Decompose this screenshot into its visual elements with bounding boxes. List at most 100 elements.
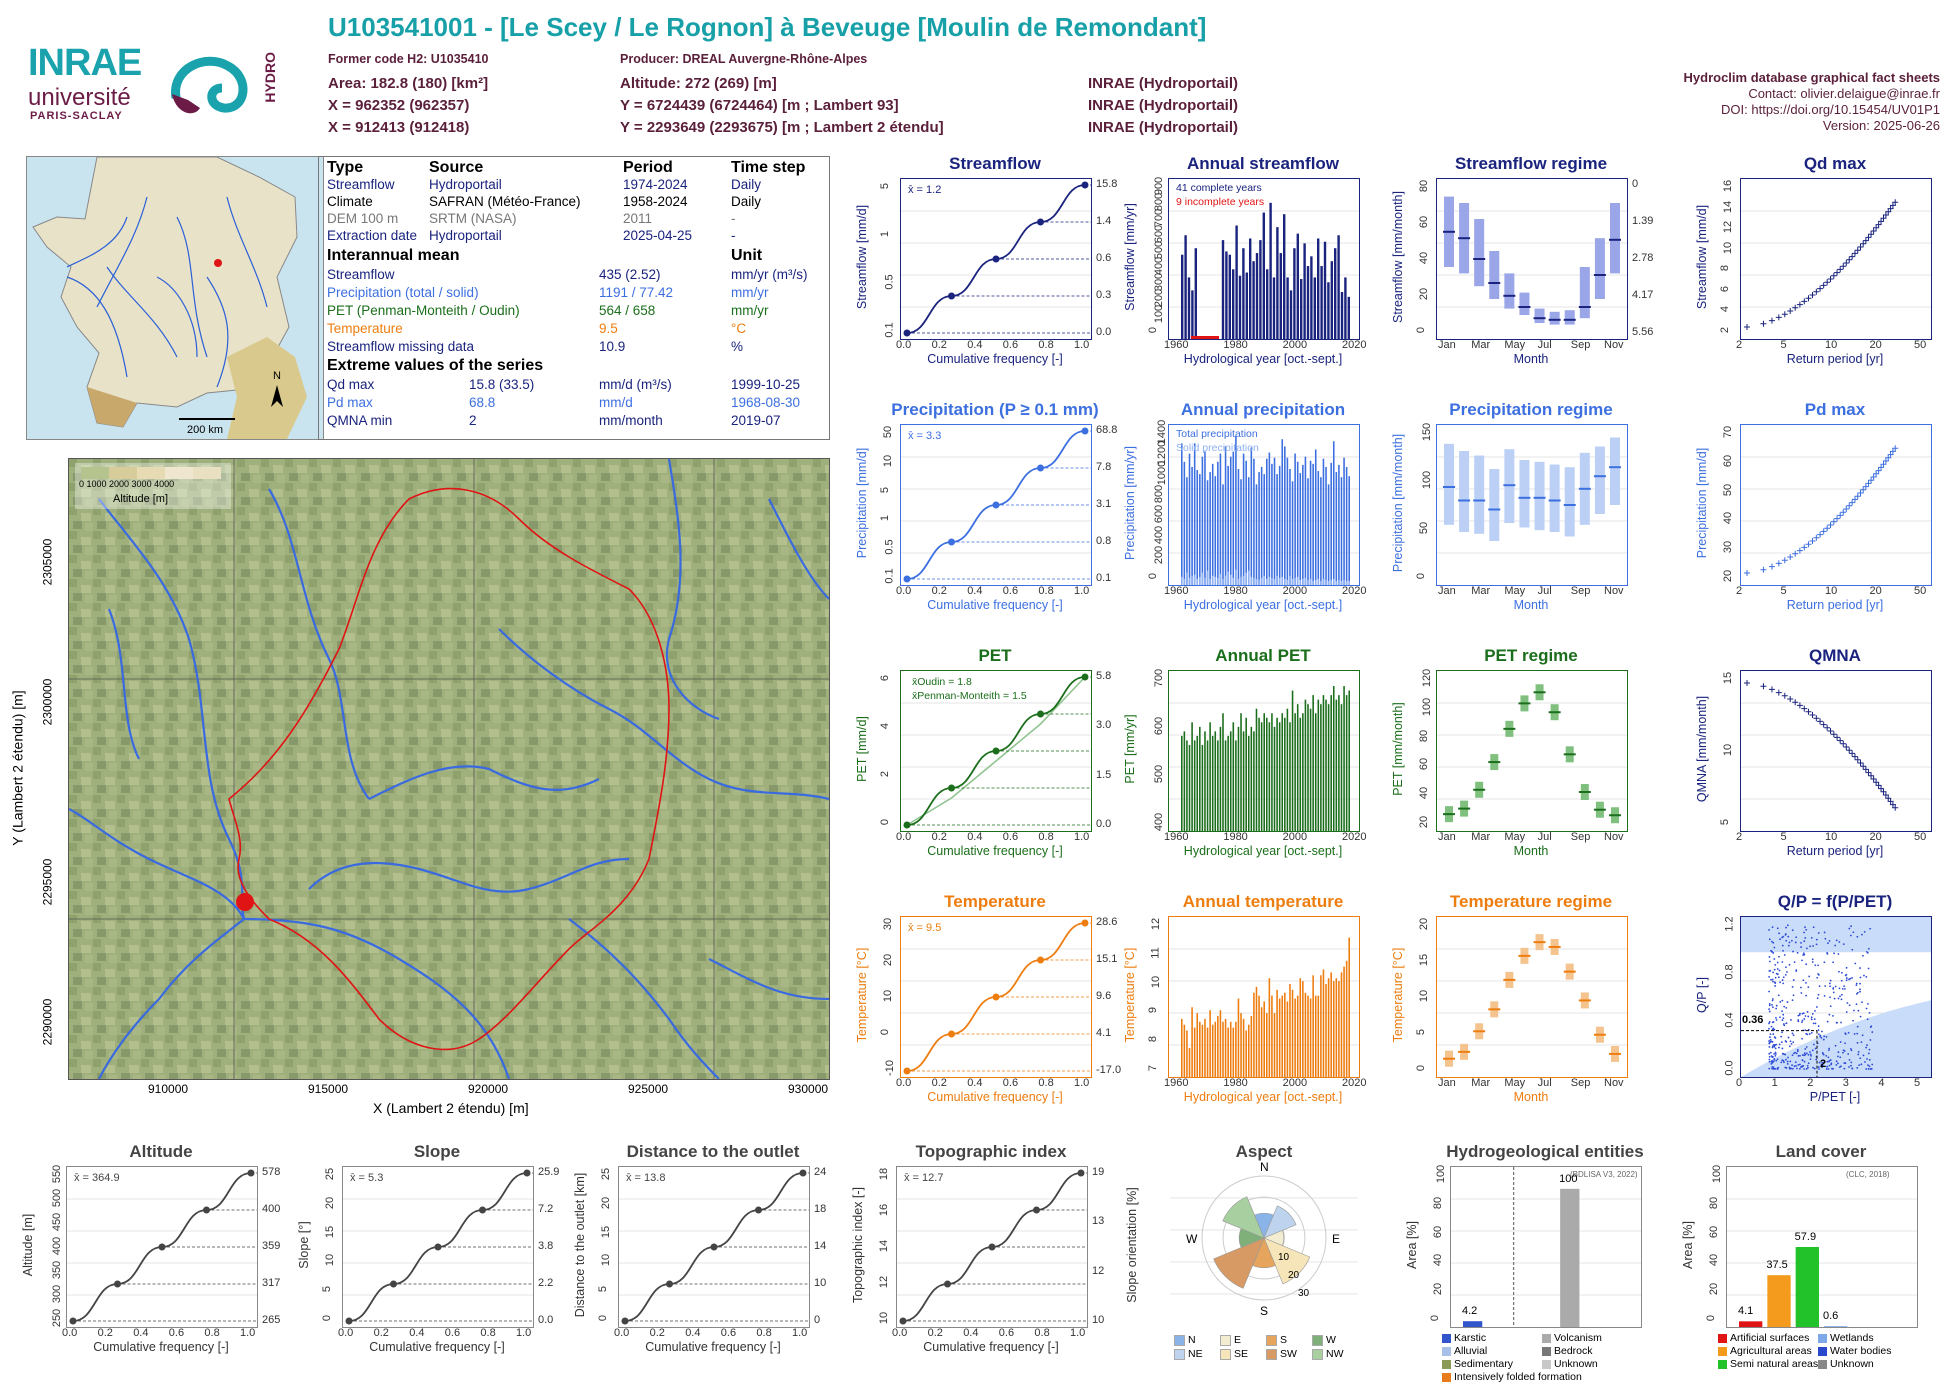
bar-value-label: 57.9 <box>1794 1230 1817 1243</box>
qp-point <box>1771 978 1774 981</box>
qp-point <box>1806 947 1808 950</box>
qp-point <box>1840 1021 1842 1024</box>
chart-xtick: 1.0 <box>1074 831 1090 843</box>
qp-point <box>1844 988 1846 990</box>
mean-unit: % <box>731 339 744 354</box>
qp-point <box>1804 926 1806 929</box>
chart-svg-distance_cdf <box>619 1169 809 1325</box>
qp-point <box>1805 928 1808 931</box>
year-bar <box>1325 466 1327 585</box>
doi-link[interactable]: DOI: https://doi.org/10.15454/UV01P1 <box>1721 102 1940 117</box>
chart-right-tick: 3.0 <box>1096 719 1112 732</box>
qp-point <box>1865 1068 1868 1070</box>
return-period-point <box>1892 199 1899 206</box>
qp-point <box>1859 967 1861 969</box>
regime-box <box>1534 461 1545 531</box>
source-row-type: DEM 100 m <box>327 211 399 226</box>
chart-xtick: 1.0 <box>516 1327 532 1339</box>
qp-point <box>1773 1045 1776 1048</box>
year-bar <box>1240 713 1242 831</box>
qp-point <box>1807 1066 1809 1069</box>
year-bar <box>1237 468 1240 585</box>
return-period-point <box>1870 474 1877 480</box>
qp-point <box>1771 926 1774 929</box>
qp-point <box>1804 937 1807 939</box>
quantile-point <box>69 1317 77 1325</box>
chart-ytick: 50 <box>1418 521 1431 535</box>
chart-right-tick: 3.1 <box>1096 498 1112 510</box>
legend-text: Bedrock <box>1554 1345 1593 1357</box>
chart-xtick: 3 <box>1842 1077 1849 1089</box>
year-bar <box>1253 458 1255 585</box>
chart-ytick: 60 <box>1708 1225 1721 1238</box>
solid-bar <box>1278 577 1281 585</box>
qp-point <box>1837 1062 1839 1065</box>
year-bar <box>1299 717 1302 831</box>
qp-point <box>1779 1001 1782 1003</box>
chart-ylabel-temp_regime: Temperature [°C] <box>1391 947 1405 1043</box>
qp-point <box>1785 1067 1788 1069</box>
return-period-point <box>1843 506 1850 512</box>
contact-link[interactable]: Contact: olivier.delaigue@inrae.fr <box>1748 86 1940 101</box>
quantile-point <box>799 1169 807 1177</box>
pet-penman-curve <box>906 676 1086 826</box>
qp-point <box>1781 999 1784 1002</box>
qp-point <box>1816 976 1819 979</box>
qp-point <box>1835 939 1838 942</box>
qp-point <box>1805 1046 1808 1048</box>
mean-label: PET (Penman-Monteith / Oudin) <box>327 303 520 318</box>
year-bar <box>1332 441 1335 585</box>
chart-svg-annual_pet <box>1169 686 1359 831</box>
qp-point <box>1869 1039 1872 1041</box>
chart-panel-pet_cdf <box>900 670 1092 832</box>
qp-point <box>1859 976 1862 979</box>
qp-point <box>1831 1067 1833 1070</box>
station-marker <box>214 259 222 267</box>
chart-xtick: 5 <box>1780 339 1787 351</box>
chart-ytick: 8 <box>1147 1036 1160 1043</box>
chart-xtick: May <box>1504 339 1526 351</box>
qp-point <box>1801 1012 1804 1015</box>
chart-ylabel-annual_pet: PET [mm/yr] <box>1123 714 1137 784</box>
return-period-point <box>1887 205 1894 212</box>
chart-xtick: 0.6 <box>1002 339 1019 351</box>
year-bar <box>1229 456 1232 585</box>
chart-xtick: 10 <box>1825 831 1838 843</box>
qp-point <box>1778 932 1780 935</box>
chart-xtick: 1.0 <box>240 1327 256 1339</box>
source-row-source: Hydroportail <box>429 177 502 192</box>
chart-xlabel-qp_ppet: P/PET [-] <box>1809 1090 1861 1104</box>
year-bar <box>1249 238 1252 339</box>
chart-ytick: 900 <box>1153 176 1166 196</box>
year-bar <box>1312 463 1314 585</box>
chart-right-tick: 14 <box>814 1240 827 1252</box>
legend-swatch <box>1174 1334 1185 1346</box>
qp-point <box>1781 1010 1783 1013</box>
qp-point <box>1867 967 1870 970</box>
quantile-point <box>1037 218 1044 226</box>
chart-xtick: 2020 <box>1342 1077 1367 1089</box>
chart-ylabel-annual_precip: Precipitation [mm/yr] <box>1123 446 1137 560</box>
quantile-point <box>948 538 955 546</box>
return-period-point <box>1889 202 1896 209</box>
landcover-legend-item: Water bodies <box>1818 1345 1891 1357</box>
regime-box <box>1519 292 1530 315</box>
qp-point <box>1828 1013 1831 1016</box>
return-period-point <box>1868 231 1875 238</box>
qp-point <box>1811 1013 1814 1015</box>
return-period-point <box>1885 454 1892 461</box>
chart-ytick: 100 <box>1711 1164 1724 1184</box>
extreme-label: Qd max <box>327 377 375 392</box>
legend-text: Sedimentary <box>1454 1358 1513 1370</box>
solid-bar <box>1302 578 1304 585</box>
chart-xtick: 0.8 <box>756 1327 772 1339</box>
aspect-legend-item: NE <box>1174 1348 1203 1360</box>
chart-xtick: 0.0 <box>896 339 912 351</box>
qp-point <box>1842 943 1845 946</box>
legend-text: E <box>1234 1334 1242 1346</box>
chart-ytick: 0.5 <box>883 274 896 290</box>
qp-point <box>1851 1067 1854 1070</box>
year-bar <box>1221 240 1225 339</box>
qp-point <box>1779 1016 1781 1019</box>
year-bar <box>1232 722 1235 831</box>
